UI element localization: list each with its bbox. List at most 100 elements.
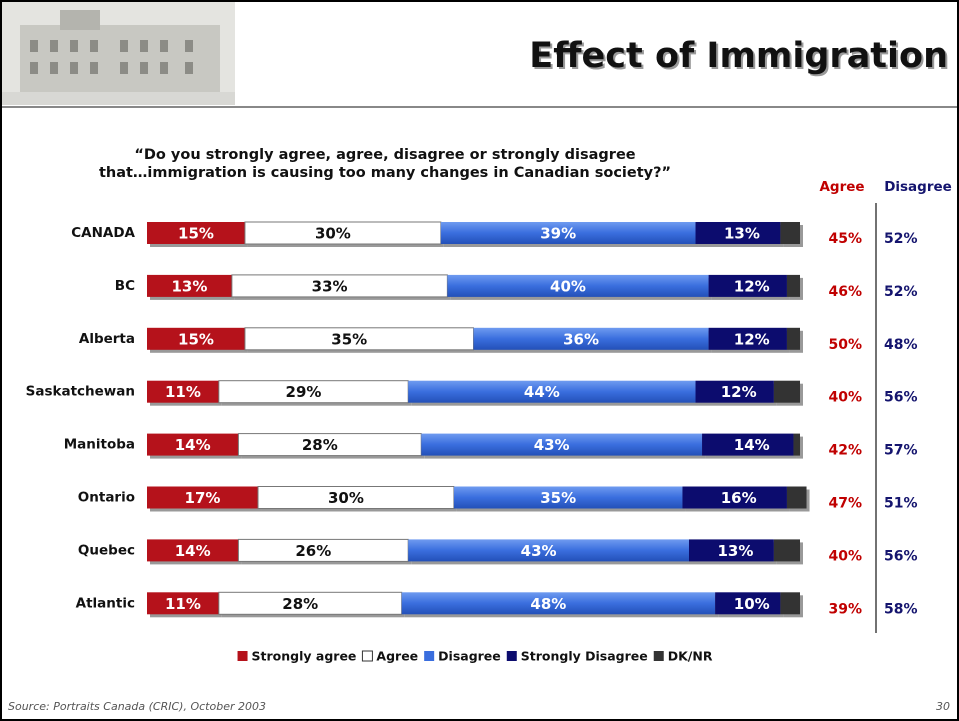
bar-segment [147,327,245,350]
bar-segment [147,222,245,244]
bar-segment [408,380,696,403]
category-label: CANADA [71,225,135,241]
bar-segment [780,222,800,244]
bar-segment [708,274,787,297]
value-label: 13% [171,277,207,295]
legend-label: DK/NR [668,649,713,664]
value-label: 13% [717,542,753,560]
value-label: 14% [175,542,211,560]
total-label: 57% [884,443,918,459]
value-label: 36% [563,330,599,348]
bar-segment [147,539,239,562]
value-label: 10% [734,595,770,613]
value-label: 29% [286,383,322,401]
bar-segment [786,274,800,297]
total-label: 51% [884,496,918,512]
value-label: 35% [331,330,367,348]
legend-label: Strongly Disagree [521,649,648,664]
bar-segment [401,592,716,615]
bar-segment [147,380,219,403]
legend-swatch [237,651,248,661]
bar-segment [793,433,800,456]
value-label: 14% [734,436,770,454]
legend-swatch [653,651,664,661]
legend-swatch [506,651,517,661]
total-label: 39% [828,601,862,617]
bar-segment [453,486,683,509]
legend-label: Agree [376,649,418,664]
bar-segment [695,222,781,244]
category-label: Atlantic [76,595,135,611]
value-label: 30% [315,225,351,243]
total-label: 50% [828,337,862,353]
value-label: 48% [530,595,566,613]
value-label: 43% [534,436,570,454]
total-label: 56% [884,390,918,406]
bar-segment [682,486,787,509]
bar-segment [695,380,774,403]
value-label: 14% [175,436,211,454]
value-label: 30% [328,489,364,507]
legend-swatch [424,651,435,661]
category-label: Alberta [79,331,135,347]
bar-segment [421,433,703,456]
value-label: 16% [721,489,757,507]
total-label: 46% [828,284,862,300]
total-label: 52% [884,231,918,247]
value-label: 35% [540,489,576,507]
value-label: 28% [302,436,338,454]
total-label: 45% [828,231,862,247]
header-photo [2,2,235,105]
total-label: 40% [828,390,862,406]
category-label: Quebec [78,542,135,558]
bar-segment [408,539,689,562]
value-label: 15% [178,330,214,348]
subtitle-line: “Do you strongly agree, agree, disagree … [134,147,635,163]
bar-segment [786,327,800,350]
total-label: 47% [828,496,862,512]
legend-label: Strongly agree [252,649,357,664]
bar-segment [773,539,800,562]
value-label: 11% [165,595,201,613]
source-note: Source: Portraits Canada (CRIC), October… [8,700,266,713]
bar-segment [244,221,442,245]
bar-segment [715,592,781,615]
chart-title: Effect of Immigration [529,36,948,76]
value-label: 40% [550,277,586,295]
total-label: 42% [828,443,862,459]
bar-segment [147,486,259,509]
page-number: 30 [936,700,950,713]
value-label: 17% [185,489,221,507]
total-label: 52% [884,284,918,300]
bar-segment [440,222,696,244]
total-label: 58% [884,601,918,617]
category-label: Ontario [78,490,135,506]
legend-swatch [361,650,373,662]
bar-segment [786,486,807,509]
value-label: 12% [734,330,770,348]
bar-segment [473,327,709,350]
total-label: 40% [828,548,862,564]
value-label: 28% [282,595,318,613]
value-label: 11% [165,383,201,401]
bar-segment [702,433,794,456]
value-label: 15% [178,225,214,243]
total-header: Agree [819,179,864,195]
value-label: 12% [734,277,770,295]
title-shadow: Effect of Immigration [531,38,950,78]
legend: Strongly agree Agree Disagree Strongly Disa… [237,649,713,664]
legend-label: Disagree [438,649,501,664]
bar-segment [218,591,403,615]
category-label: Saskatchewan [26,384,135,400]
value-label: 26% [295,542,331,560]
total-label: 48% [884,337,918,353]
value-label: 43% [521,542,557,560]
bar-segment [688,539,774,562]
total-header: Disagree [884,179,952,195]
bar-segment [708,327,787,350]
category-label: BC [115,278,135,294]
value-label: 12% [721,383,757,401]
category-label: Manitoba [64,437,135,453]
value-label: 44% [524,383,560,401]
